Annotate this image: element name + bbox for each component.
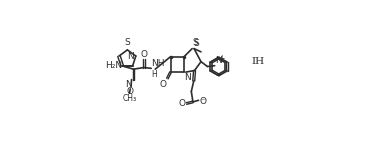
Text: H: H <box>151 70 157 79</box>
Text: N: N <box>128 52 134 61</box>
Text: N: N <box>185 73 191 82</box>
Text: CH₃: CH₃ <box>122 94 136 103</box>
Text: O: O <box>127 87 134 96</box>
Text: S: S <box>193 39 199 48</box>
Text: O: O <box>179 99 186 108</box>
Text: N: N <box>125 80 131 89</box>
Text: O: O <box>160 80 167 89</box>
Text: ⁻: ⁻ <box>201 97 206 106</box>
Text: NH: NH <box>151 59 165 67</box>
Text: O: O <box>199 97 206 106</box>
Text: O: O <box>141 50 147 59</box>
Text: S: S <box>125 38 130 47</box>
Text: S: S <box>193 38 199 47</box>
Text: N: N <box>215 56 222 65</box>
Text: +: + <box>218 54 224 63</box>
Text: H₂N: H₂N <box>105 62 122 70</box>
Text: IH: IH <box>251 57 264 66</box>
